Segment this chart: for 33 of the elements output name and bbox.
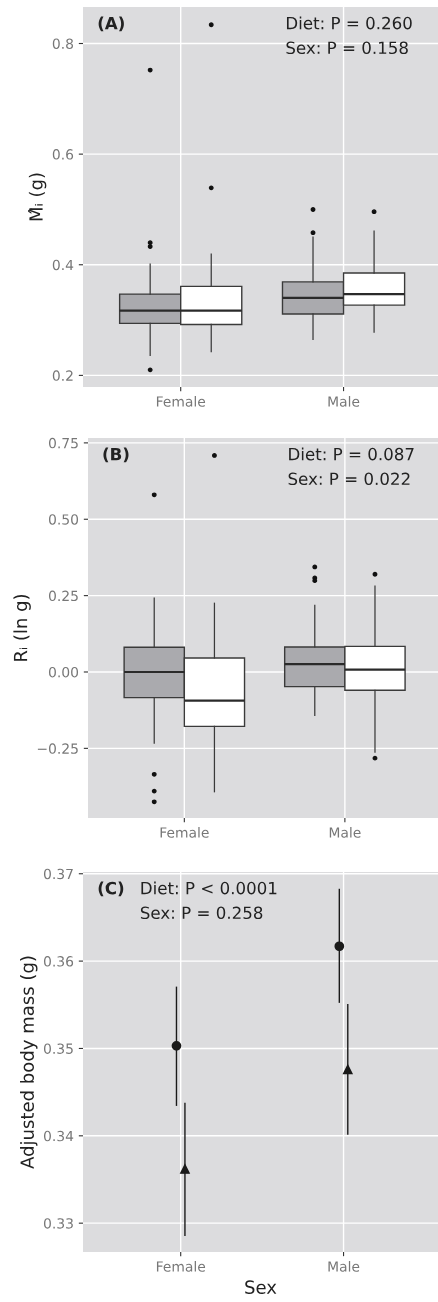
y-tick-label: 0.37 xyxy=(43,868,73,880)
x-tick-label: Male xyxy=(329,827,361,838)
y-tick-label: 0.2 xyxy=(52,370,73,381)
y-tick-label: 0.50 xyxy=(48,514,79,525)
annotation: Diet: P = 0.260 xyxy=(286,16,412,30)
y-tick-label: 0.36 xyxy=(43,956,74,967)
annotation: Sex: P = 0.022 xyxy=(288,472,410,486)
x-tick-label: Female xyxy=(156,1261,206,1272)
y-tick-label: 0.8 xyxy=(52,38,74,49)
annotation: (A) xyxy=(98,16,124,32)
y-tick-label: 0.4 xyxy=(52,259,74,271)
annotation: (C) xyxy=(98,881,124,897)
annotation: Diet: P = 0.087 xyxy=(289,447,414,461)
annotation: Diet: P < 0.0001 xyxy=(141,881,277,895)
annotation: Sex: P = 0.158 xyxy=(286,41,408,55)
y-axis-title: Rᵢ (ln g) xyxy=(13,594,31,661)
y-tick-label: 0.00 xyxy=(48,666,79,678)
y-tick-label: 0.34 xyxy=(43,1130,74,1142)
x-tick-label: Female xyxy=(160,827,209,838)
x-axis-title: Sex xyxy=(245,1280,277,1294)
annotation: Sex: P = 0.258 xyxy=(140,906,263,920)
y-tick-label: 0.6 xyxy=(52,149,74,160)
y-axis-title: Adjusted body mass (g) xyxy=(20,956,38,1169)
y-tick-label: 0.35 xyxy=(43,1043,73,1054)
annotation: (B) xyxy=(103,447,129,463)
x-tick-label: Male xyxy=(328,396,360,407)
y-tick-label: 0.25 xyxy=(48,590,78,602)
y-tick-label: 0.75 xyxy=(48,437,78,449)
y-tick-label: −0.25 xyxy=(37,743,78,754)
y-axis-title: M̂ᵢ (g) xyxy=(28,173,47,221)
x-tick-label: Female xyxy=(156,396,206,407)
y-tick-label: 0.33 xyxy=(43,1218,73,1229)
x-tick-label: Male xyxy=(328,1261,360,1272)
